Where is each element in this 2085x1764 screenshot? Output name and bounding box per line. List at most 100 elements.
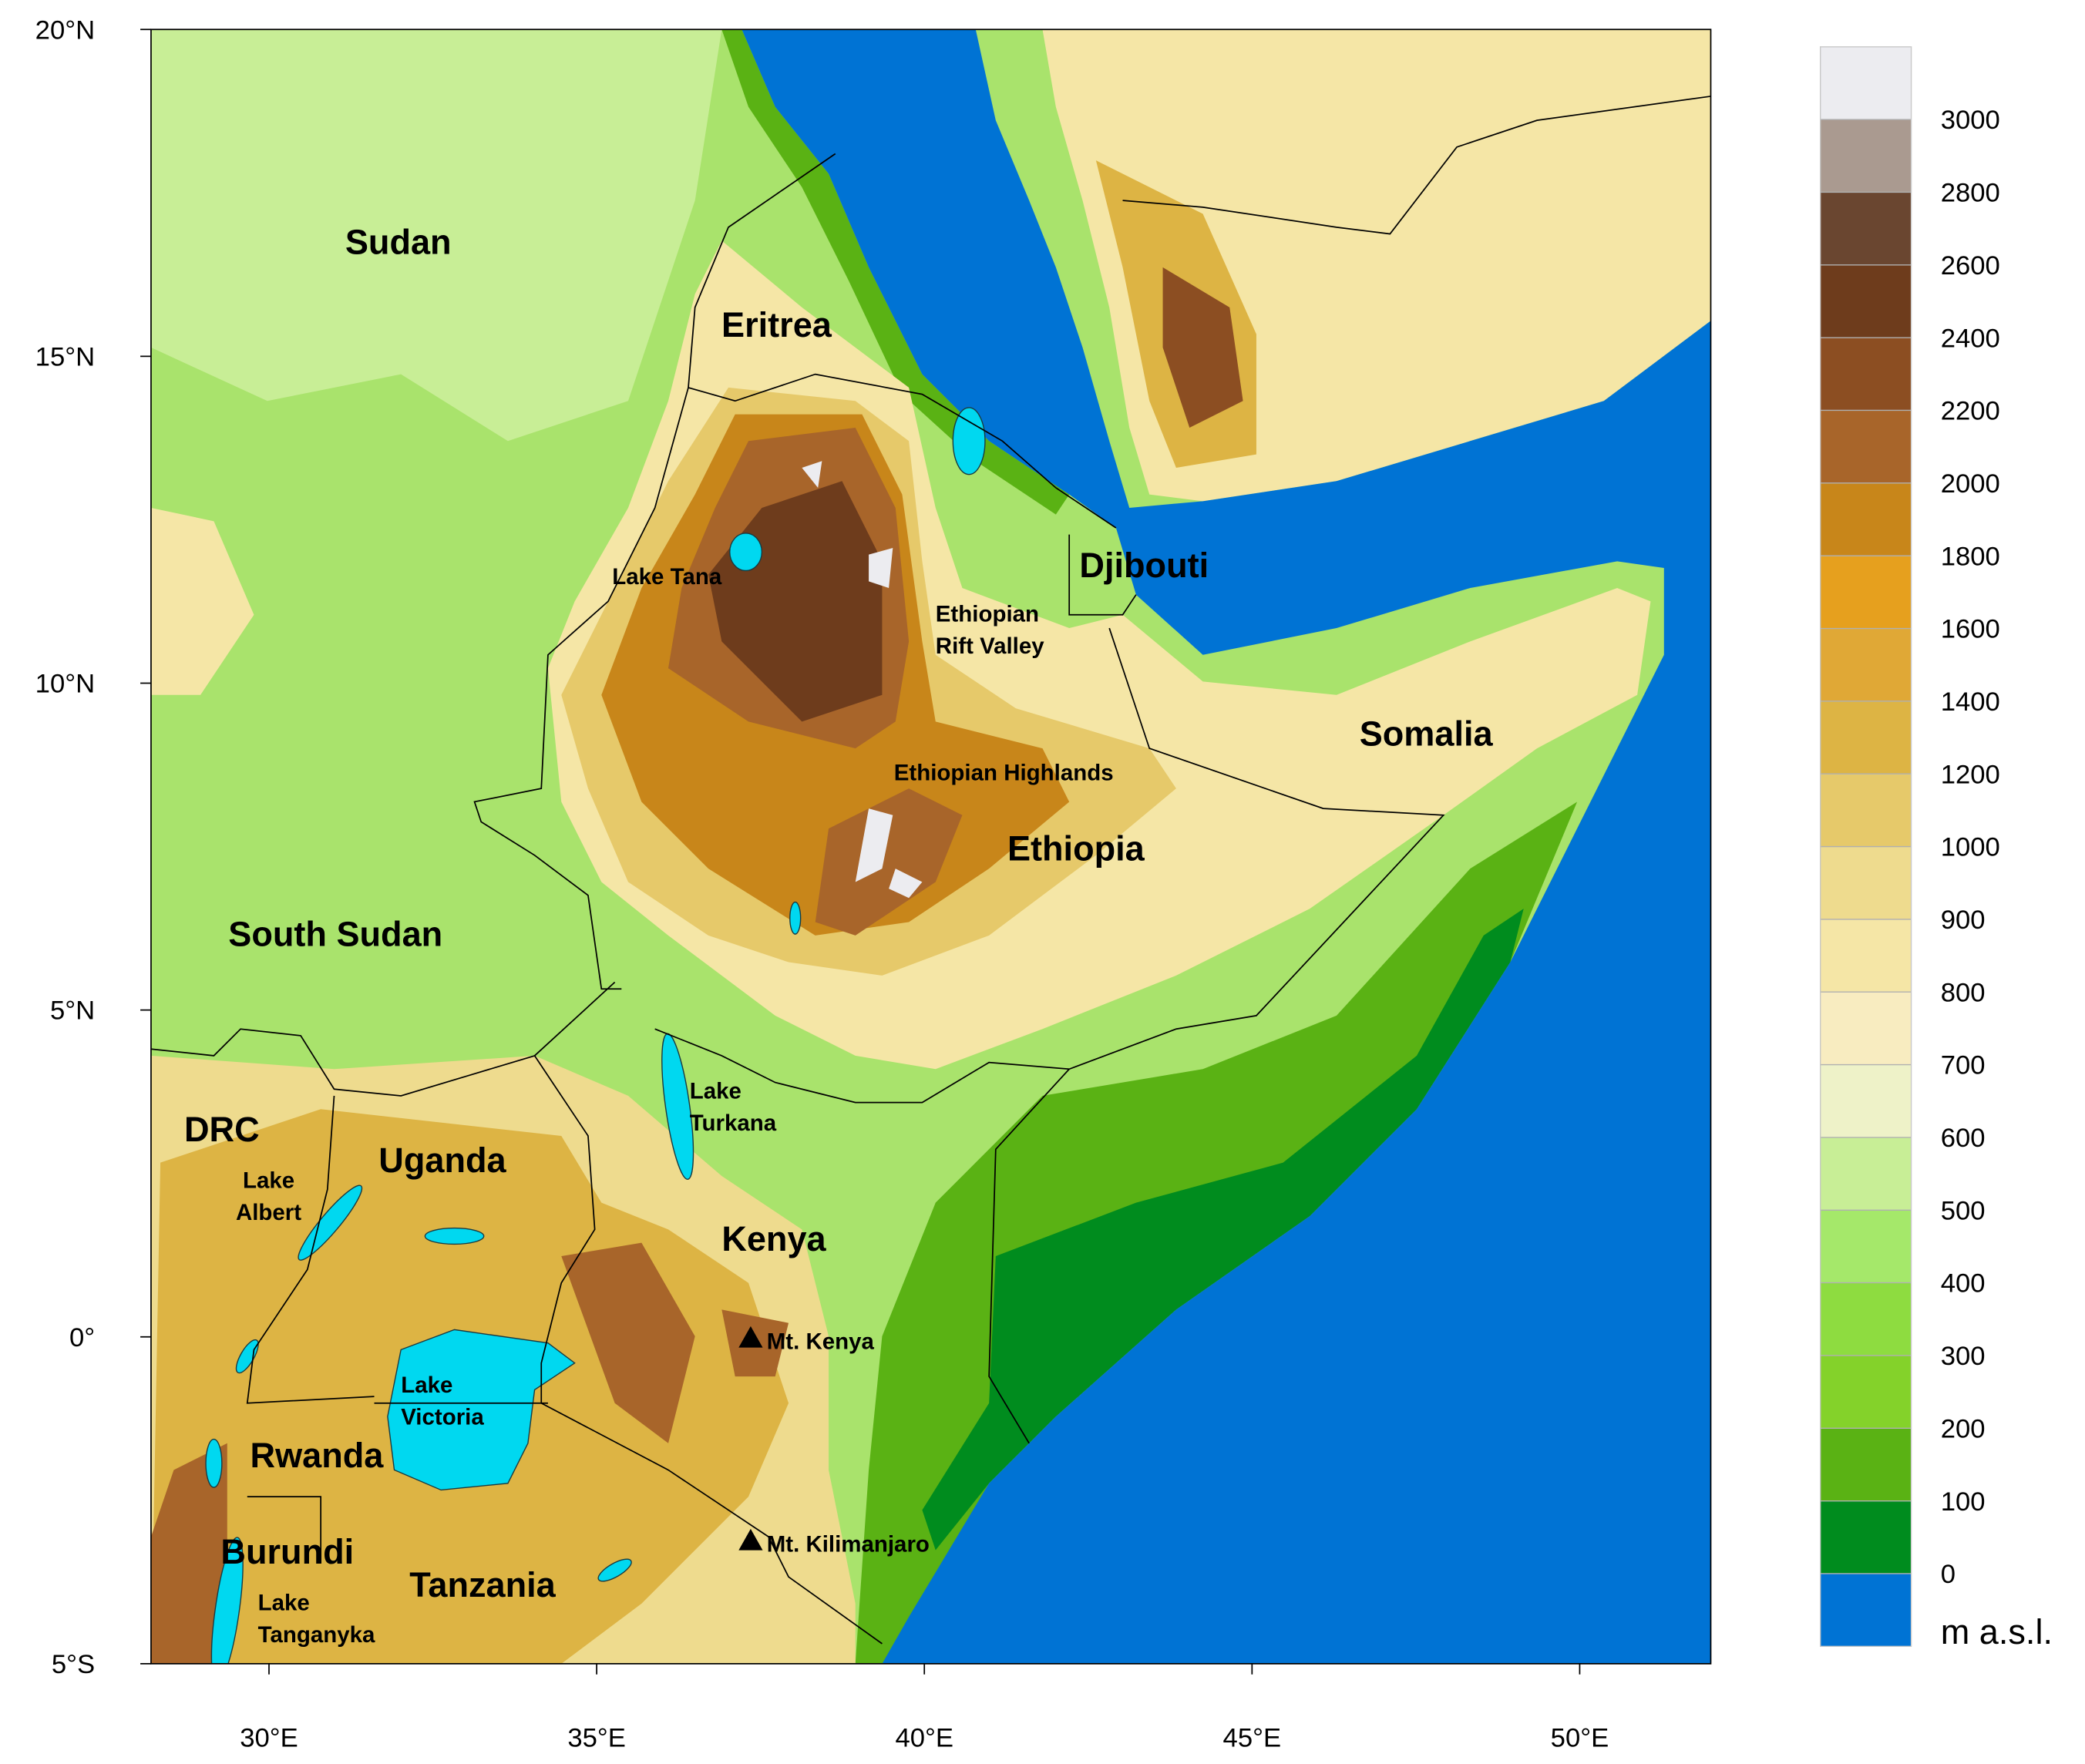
color-band xyxy=(1820,338,1912,411)
color-band xyxy=(1820,1282,1912,1356)
country-label: South Sudan xyxy=(228,915,442,954)
colorbar-frame xyxy=(1819,46,1912,1648)
color-band xyxy=(1820,774,1912,847)
colorbar-tick-label: 2400 xyxy=(1941,324,2000,353)
y-tick-label: 20°N xyxy=(35,15,95,45)
lake-abaya xyxy=(789,901,802,935)
terrain-coastal-lowland xyxy=(922,909,1524,1551)
colorbar-tick-label: 2200 xyxy=(1941,397,2000,426)
country-label: Kenya xyxy=(721,1219,826,1258)
terrain-highland xyxy=(815,788,963,936)
colorbar-tick-label: 1200 xyxy=(1941,760,2000,789)
color-band xyxy=(1820,46,1912,120)
colorbar-tick-label: 900 xyxy=(1941,906,1986,935)
water-label: Victoria xyxy=(401,1404,484,1430)
color-band xyxy=(1820,701,1912,774)
terrain xyxy=(150,29,1711,1664)
region-label: Ethiopian Highlands xyxy=(894,761,1114,786)
border xyxy=(1068,534,1137,616)
x-tick-label: 40°E xyxy=(895,1723,953,1752)
colorbar-tick-label: 0 xyxy=(1941,1560,1956,1589)
color-band xyxy=(1820,628,1912,701)
country-label: Somalia xyxy=(1360,714,1494,754)
border xyxy=(150,981,616,1097)
terrain-peak xyxy=(889,869,923,899)
x-tick-label: 30°E xyxy=(240,1723,298,1752)
water-label: Albert xyxy=(236,1200,301,1225)
color-band xyxy=(1820,264,1912,338)
colorbar-tick-label: 1600 xyxy=(1941,615,2000,644)
country-label: Burundi xyxy=(220,1532,354,1571)
colorbar-tick-label: 800 xyxy=(1941,978,1986,1007)
terrain-plateau xyxy=(150,507,254,695)
color-band xyxy=(1820,410,1912,483)
y-tick-label: 15°N xyxy=(35,342,95,371)
peak-label: Mt. Kilimanjaro xyxy=(767,1531,930,1557)
colorbar-tick-label: 2800 xyxy=(1941,179,2000,208)
water-label: Lake xyxy=(243,1168,294,1194)
color-band xyxy=(1820,1573,1912,1647)
country-label: Djibouti xyxy=(1079,546,1209,585)
colorbar-tick-label: 1800 xyxy=(1941,542,2000,571)
colorbar-tick-label: 200 xyxy=(1941,1414,1986,1443)
terrain-peak xyxy=(802,461,822,488)
region-label: Rift Valley xyxy=(936,633,1044,659)
colorbar-tick-label: 500 xyxy=(1941,1196,1986,1225)
peak-marker xyxy=(738,1326,763,1348)
y-tick-label: 5°N xyxy=(50,996,95,1026)
y-tick-label: 5°S xyxy=(52,1650,95,1679)
lake-kivu xyxy=(205,1438,223,1488)
region-label: Ethiopian xyxy=(936,601,1039,627)
terrain-yemen xyxy=(1162,267,1243,428)
colorbar-tick-label: 2000 xyxy=(1941,469,2000,499)
terrain-east-africa xyxy=(150,1443,227,1664)
border xyxy=(247,1496,322,1564)
border xyxy=(246,1095,375,1404)
country-label: Rwanda xyxy=(251,1436,385,1475)
border xyxy=(473,387,689,990)
colorbar-unit: m a.s.l. xyxy=(1941,1612,2053,1651)
water-label: Lake xyxy=(401,1373,452,1398)
color-band xyxy=(1820,556,1912,629)
colorbar-tick-label: 3000 xyxy=(1941,106,2000,135)
country-label: Sudan xyxy=(345,223,452,262)
color-band xyxy=(1820,992,1912,1065)
colorbar-tick-label: 2600 xyxy=(1941,251,2000,281)
country-label: Tanzania xyxy=(409,1565,556,1604)
color-band xyxy=(1820,1428,1912,1501)
lake-kyoga xyxy=(424,1227,485,1245)
country-label: Eritrea xyxy=(721,305,832,344)
colorbar-tick-label: 400 xyxy=(1941,1269,1986,1299)
lake-victoria xyxy=(387,1329,576,1491)
x-tick-label: 45°E xyxy=(1223,1723,1282,1752)
x-tick-label: 35°E xyxy=(567,1723,626,1752)
water-label: Lake xyxy=(258,1591,310,1616)
color-band xyxy=(1820,1355,1912,1429)
terrain-east-africa xyxy=(561,1242,695,1443)
colorbar-tick-label: 700 xyxy=(1941,1051,1986,1080)
lake-tanganyika xyxy=(210,1537,244,1664)
water-label: Tanganyka xyxy=(258,1622,375,1648)
country-label: DRC xyxy=(184,1110,260,1149)
border xyxy=(540,1402,883,1645)
color-band xyxy=(1820,482,1912,556)
peak-marker xyxy=(738,1528,763,1551)
colorbar-tick-label: 600 xyxy=(1941,1124,1986,1153)
sea-inlet xyxy=(952,407,986,475)
border xyxy=(688,153,1117,529)
terrain-coastal-strip xyxy=(721,29,1070,515)
reservoir xyxy=(597,1558,632,1582)
map-frame xyxy=(150,29,1712,1665)
colorbar-tick-label: 1400 xyxy=(1941,687,2000,717)
terrain-peak xyxy=(855,808,893,882)
colorbar-tick-label: 300 xyxy=(1941,1342,1986,1371)
color-band xyxy=(1820,1137,1912,1211)
water-label: Lake Tana xyxy=(612,564,722,590)
y-tick-label: 10°N xyxy=(35,670,95,699)
peak-label: Mt. Kenya xyxy=(767,1329,875,1354)
country-label: Ethiopia xyxy=(1007,829,1145,869)
color-band xyxy=(1820,1064,1912,1137)
border xyxy=(1122,96,1711,235)
